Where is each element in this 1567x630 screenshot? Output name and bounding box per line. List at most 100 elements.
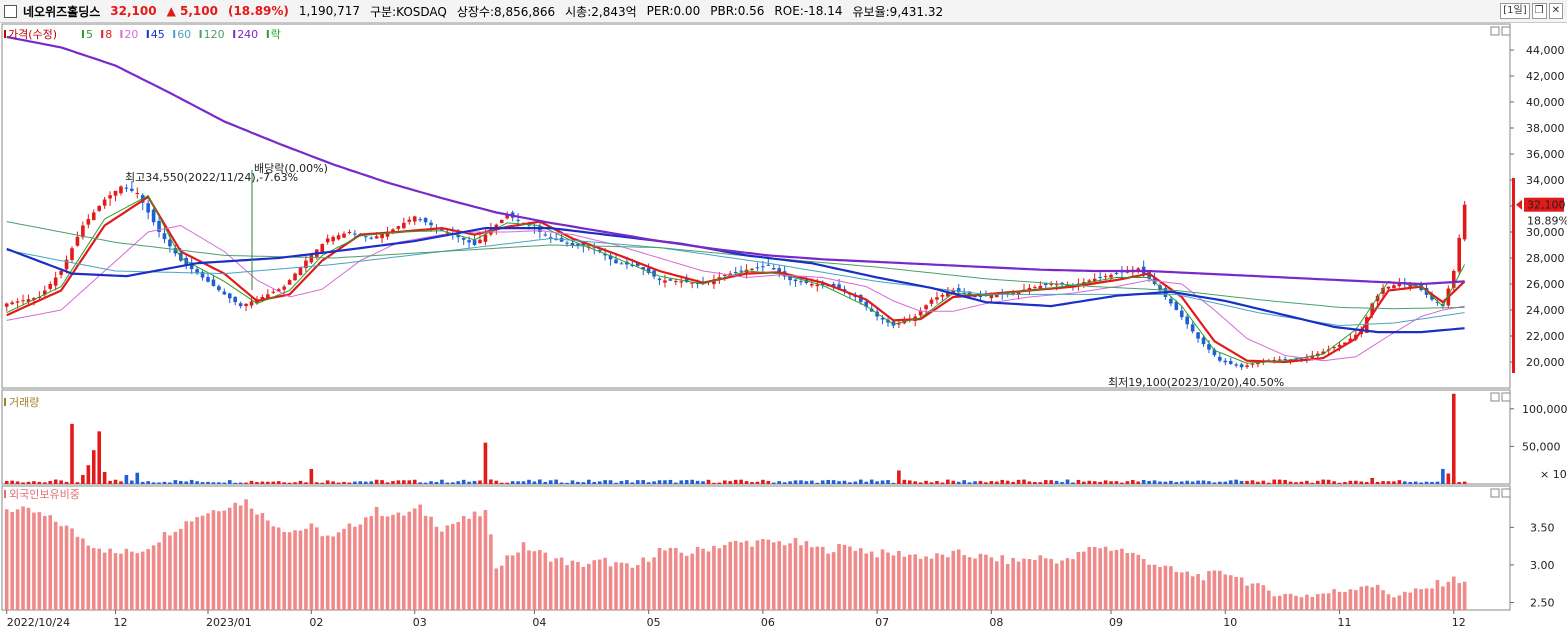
candle-body <box>804 279 809 284</box>
volume-bar <box>1343 482 1347 484</box>
close-icon[interactable]: ✕ <box>1548 3 1563 19</box>
foreign-ratio-bar <box>102 552 107 610</box>
trade-volume: 1,190,717 <box>298 4 360 18</box>
volume-bar <box>1092 481 1097 484</box>
foreign-ratio-bar <box>820 546 825 610</box>
candle-body <box>1185 316 1189 325</box>
candle-body <box>875 311 879 317</box>
candle-body <box>1245 365 1249 367</box>
volume-bar <box>1033 481 1037 484</box>
period-button[interactable]: [1일] <box>1500 3 1530 19</box>
foreign-ratio-bar <box>1413 588 1418 610</box>
candle-body <box>1011 293 1015 295</box>
reserve-ratio: 유보율:9,431.32 <box>852 4 944 19</box>
foreign-ratio-bar <box>1261 585 1266 610</box>
candle-body <box>222 291 227 295</box>
foreign-ratio-bar <box>1218 570 1222 610</box>
foreign-ratio-bar <box>723 545 727 610</box>
foreign-ratio-bar <box>657 547 662 610</box>
foreign-ratio-bar <box>287 532 292 610</box>
candle-body <box>347 232 352 234</box>
foreign-ratio-bar <box>1250 583 1255 610</box>
volume-bar <box>1272 479 1277 484</box>
x-axis-label-6: 05 <box>647 616 661 629</box>
volume-bar <box>461 479 466 484</box>
candle-body <box>1370 303 1374 315</box>
candle-body <box>946 292 950 297</box>
foreign-ratio-bar <box>1071 559 1075 610</box>
volume-bar <box>1049 480 1053 484</box>
volume-bar <box>521 481 526 484</box>
volume-bar <box>189 479 194 484</box>
volume-bar <box>597 481 602 484</box>
volume-bar <box>1435 481 1440 484</box>
volume-bar <box>706 479 711 484</box>
stock-chart[interactable]: 44,00042,00040,00038,00036,00034,00032,0… <box>0 23 1567 630</box>
volume-bar <box>1419 482 1423 484</box>
legend-swatch <box>4 30 6 38</box>
foreign-ratio-bar <box>189 521 194 610</box>
volume-bar <box>771 482 776 484</box>
candle-body <box>15 301 20 303</box>
volume-bar <box>527 479 531 484</box>
foreign-ratio-bar <box>86 545 91 610</box>
legend-item-7: 240 <box>237 28 258 41</box>
volume-bar <box>864 481 869 484</box>
foreign-ratio-bar <box>527 550 531 610</box>
foreign-ratio-bar <box>369 516 373 610</box>
foreign-ratio-bar <box>1424 588 1429 610</box>
volume-bar <box>157 482 161 484</box>
foreign-ratio-bar <box>1011 557 1015 610</box>
foreign-ratio-bar <box>548 561 553 610</box>
foreign-ratio-bar <box>1076 551 1081 610</box>
volume-bar <box>130 480 134 484</box>
candle-body <box>755 267 760 269</box>
restore-icon[interactable]: ❐ <box>1531 3 1547 19</box>
volume-bar <box>374 479 379 484</box>
foreign-ratio-bar <box>1364 585 1369 610</box>
foreign-ratio-bar <box>1403 591 1407 610</box>
volume-bar <box>1163 481 1168 484</box>
candle-body <box>516 219 520 221</box>
volume-bar <box>293 482 297 484</box>
select-checkbox[interactable] <box>4 4 17 18</box>
foreign-ratio-bar <box>1375 584 1380 610</box>
candle-body <box>331 236 335 242</box>
foreign-ratio-bar <box>1315 594 1320 610</box>
legend-item-2: 8 <box>105 28 112 41</box>
x-axis-label-13: 12 <box>1452 616 1466 629</box>
foreign-ratio-bar <box>521 542 526 610</box>
candle-body <box>385 231 390 237</box>
foreign-ratio-bar <box>766 539 771 610</box>
foreign-ratio-bar <box>1027 559 1032 610</box>
foreign-ratio-bar <box>690 553 694 610</box>
volume-bar <box>875 481 879 484</box>
candle-body <box>1250 363 1255 365</box>
volume-bar <box>1005 480 1010 484</box>
volume-bar <box>984 482 988 484</box>
volume-bar <box>1451 393 1456 484</box>
foreign-ratio-bar <box>929 558 934 610</box>
candle-body <box>380 233 384 239</box>
foreign-ratio-bar <box>1141 558 1146 610</box>
volume-bar <box>1397 480 1402 484</box>
foreign-ratio-bar <box>342 528 346 610</box>
candle-body <box>266 294 270 299</box>
foreign-ratio-bar <box>249 508 254 610</box>
volume-bar <box>1152 480 1157 484</box>
candle-body <box>217 286 221 291</box>
volume-bar <box>1120 482 1124 484</box>
candle-body <box>995 294 999 298</box>
volume-bar <box>652 481 656 484</box>
candle-body <box>1462 204 1467 240</box>
x-axis-label-1: 12 <box>114 616 128 629</box>
pane-minimize-icon <box>1490 392 1500 402</box>
candle-body <box>21 300 25 302</box>
foreign-ratio-bar <box>1016 561 1021 610</box>
ma-line-120 <box>6 221 1465 310</box>
ma-line-60 <box>6 237 1465 327</box>
volume-bar <box>489 479 493 484</box>
foreign-ratio-bar <box>489 534 493 610</box>
foreign-ratio-bar <box>1294 595 1298 610</box>
volume-bar <box>249 480 254 484</box>
